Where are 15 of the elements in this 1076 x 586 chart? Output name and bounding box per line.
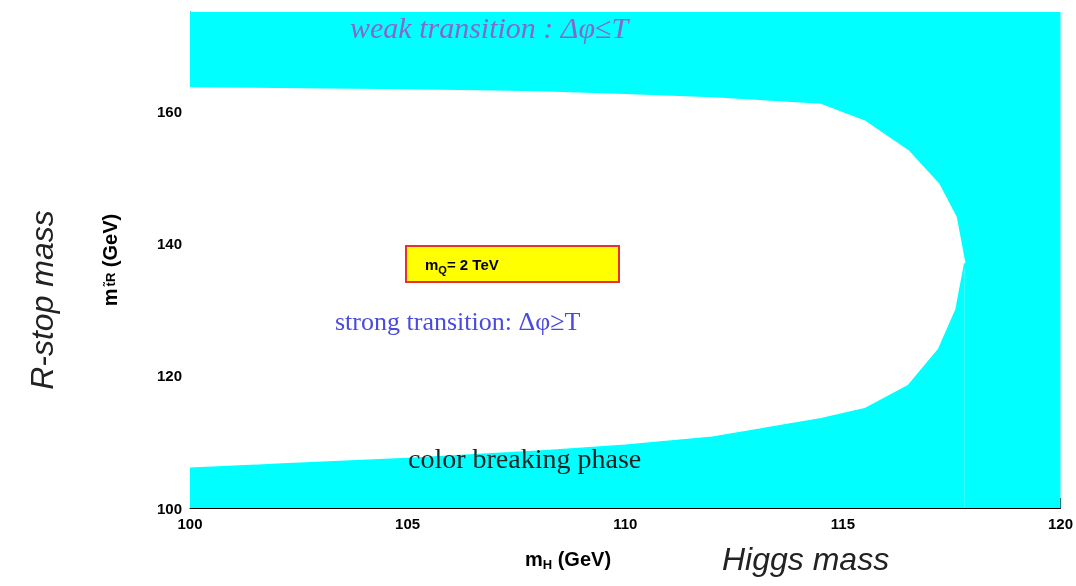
x-tick-label: 105 [395,515,421,532]
y-tick-label: 100 [156,499,182,517]
x-tick-label: 115 [830,515,855,532]
annotation: strong transition: Δφ≥T [335,306,581,336]
x-tick-label: 110 [613,515,638,532]
y-tick-label: 140 [156,234,182,252]
y-tick-label: 160 [156,102,182,120]
text: R-stop mass [24,210,60,390]
x-tick-label: 100 [177,515,203,532]
y-axis-title: mt̃R (GeV) [99,213,121,307]
annotation: weak transition : Δφ≤T [350,10,631,44]
y-tick-label: 120 [156,367,182,385]
label-box: m$_{Q}$= 2 TeV [405,245,620,283]
x-tick-label: 120 [1047,515,1073,532]
text: Higgs mass [722,541,890,577]
